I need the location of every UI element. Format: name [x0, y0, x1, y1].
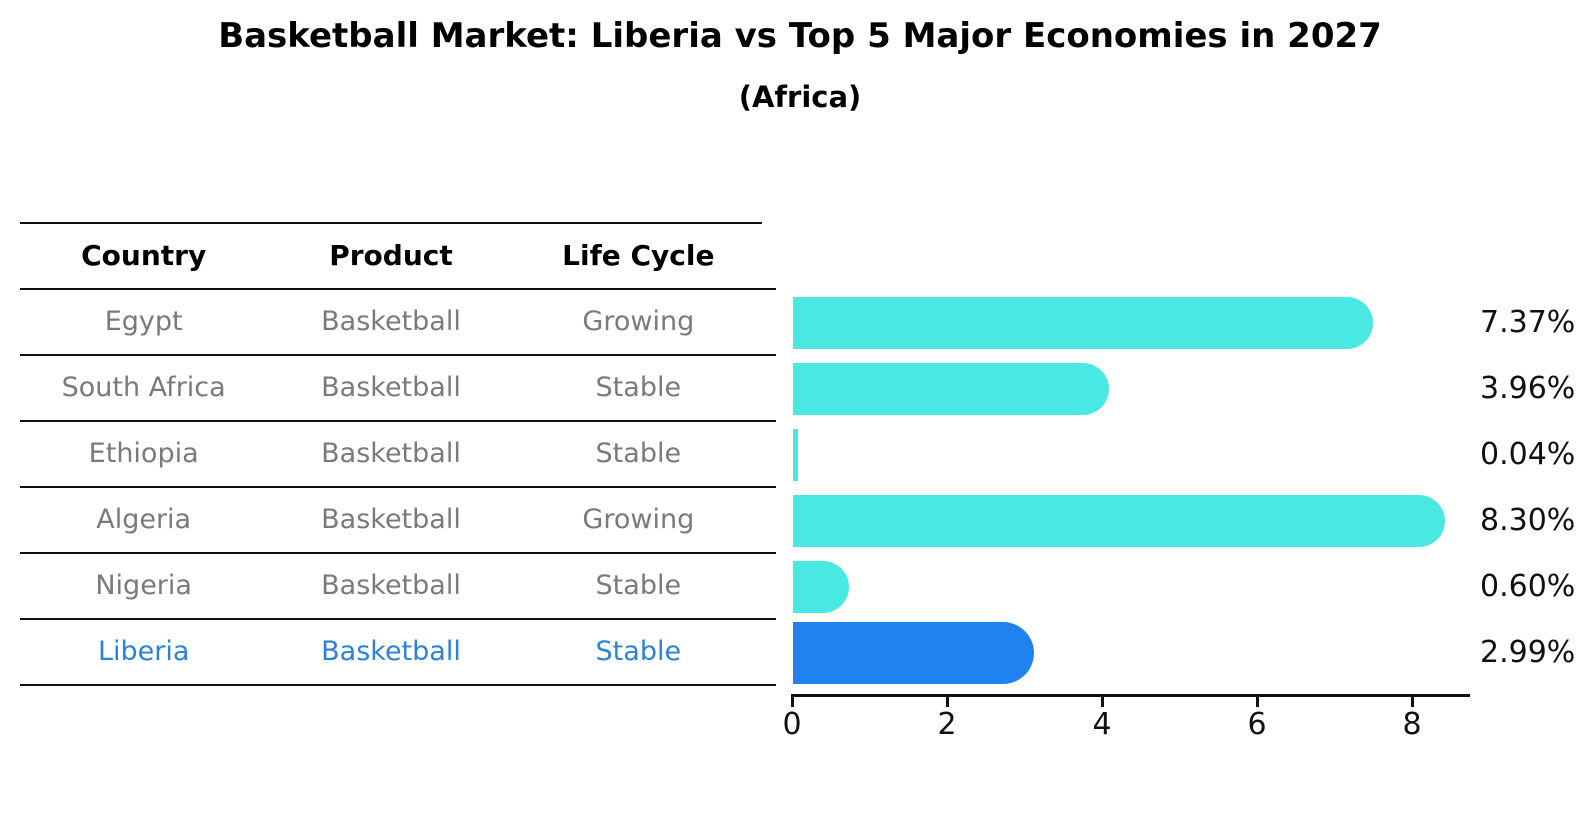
cell-country: Liberia: [97, 636, 190, 667]
y-axis-tick: [759, 354, 776, 356]
x-axis-tick: [1101, 697, 1104, 707]
table-row-liberia: Liberia Basketball Stable: [20, 620, 762, 686]
country-table: Country Product Life Cycle Egypt Basketb…: [20, 222, 762, 686]
table-row: Ethiopia Basketball Stable: [20, 422, 762, 488]
x-axis-tick: [946, 697, 949, 707]
y-axis-tick: [759, 684, 776, 686]
cell-country: South Africa: [61, 372, 226, 403]
bar-row: [793, 488, 1493, 554]
x-axis-tick: [1411, 697, 1414, 707]
table-header-row: Country Product Life Cycle: [20, 224, 762, 290]
chart-title: Basketball Market: Liberia vs Top 5 Majo…: [218, 16, 1382, 56]
x-axis-tick-label: 4: [1092, 707, 1112, 742]
x-axis-tick-label: 2: [937, 707, 957, 742]
x-axis-tick: [791, 697, 794, 707]
table-row: Egypt Basketball Growing: [20, 290, 762, 356]
column-header-country: Country: [81, 239, 207, 272]
x-axis-tick-label: 8: [1402, 707, 1422, 742]
bar-egypt: [793, 297, 1373, 349]
value-label: 8.30%: [1480, 503, 1576, 538]
chart-subtitle: (Africa): [738, 80, 862, 114]
cell-life-cycle: Stable: [595, 636, 682, 667]
column-header-life-cycle: Life Cycle: [562, 239, 715, 272]
bar-row: [793, 554, 1493, 620]
column-header-product: Product: [329, 239, 453, 272]
value-label: 0.04%: [1480, 437, 1576, 472]
cell-country: Algeria: [96, 504, 192, 535]
cell-country: Nigeria: [95, 570, 192, 601]
table-row: South Africa Basketball Stable: [20, 356, 762, 422]
cell-life-cycle: Stable: [595, 372, 682, 403]
bar-south-africa: [793, 363, 1109, 415]
cell-product: Basketball: [321, 636, 461, 667]
cell-product: Basketball: [321, 372, 461, 403]
cell-life-cycle: Growing: [582, 504, 695, 535]
y-axis-tick: [759, 618, 776, 620]
bar-algeria: [793, 495, 1445, 547]
value-label: 3.96%: [1480, 371, 1576, 406]
y-axis-tick: [759, 288, 776, 290]
value-label: 2.99%: [1480, 635, 1576, 670]
cell-country: Ethiopia: [88, 438, 199, 469]
table-row: Nigeria Basketball Stable: [20, 554, 762, 620]
bar-ethiopia: [793, 429, 798, 481]
cell-product: Basketball: [321, 306, 461, 337]
y-axis-tick: [759, 552, 776, 554]
cell-life-cycle: Stable: [595, 570, 682, 601]
y-axis-tick: [759, 420, 776, 422]
bar-row: [793, 422, 1493, 488]
bar-row: [793, 356, 1493, 422]
x-axis-tick-label: 6: [1247, 707, 1267, 742]
y-axis-tick: [759, 486, 776, 488]
x-axis-tick: [1256, 697, 1259, 707]
bar-row: [793, 620, 1493, 686]
value-label: 7.37%: [1480, 305, 1576, 340]
cell-product: Basketball: [321, 570, 461, 601]
cell-product: Basketball: [321, 438, 461, 469]
cell-life-cycle: Stable: [595, 438, 682, 469]
bar-liberia: [793, 622, 1034, 684]
cell-country: Egypt: [104, 306, 183, 337]
bar-nigeria: [793, 561, 849, 613]
value-label: 0.60%: [1480, 569, 1576, 604]
table-row: Algeria Basketball Growing: [20, 488, 762, 554]
cell-life-cycle: Growing: [582, 306, 695, 337]
x-axis-tick-label: 0: [782, 707, 802, 742]
bar-row: [793, 290, 1493, 356]
x-axis-line: [791, 694, 1470, 697]
cell-product: Basketball: [321, 504, 461, 535]
